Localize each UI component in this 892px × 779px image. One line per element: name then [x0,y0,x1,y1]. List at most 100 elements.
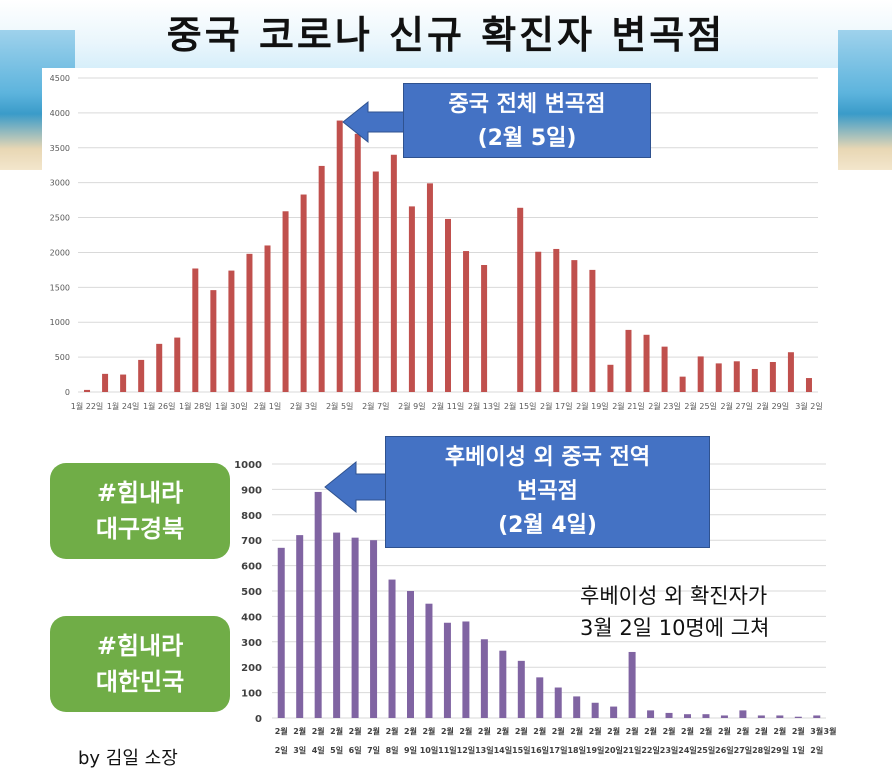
bar [733,361,740,392]
bar [769,361,776,392]
x-tick-label-month: 2월 [699,726,712,736]
note-line1: 후베이성 외 확진자가 [580,584,768,608]
x-tick-label-month: 2월 [644,726,657,736]
note-line2: 3월 2일 10명에 그쳐 [580,616,770,640]
x-tick-label-month: 2월 [386,726,399,736]
y-tick-label: 2500 [50,214,70,223]
x-tick-label-day: 1일 [792,745,805,755]
bar [697,356,704,392]
x-tick-label: 2월 29일 [757,401,790,411]
callout-china-inflection: 중국 전체 변곡점 (2월 5일) [403,83,651,158]
y-tick-label: 3000 [50,179,70,188]
bar [138,359,145,392]
x-tick-label-month: 2월 [570,726,583,736]
badge-daegu-line2: 대구경북 [95,515,185,543]
x-tick-label-month: 2월 [681,726,694,736]
callout-arrow-china [342,100,405,144]
x-tick-label-day: 5일 [330,745,343,755]
x-tick-label-month: 2월 [515,726,528,736]
y-tick-label: 0 [255,714,262,725]
x-tick-label: 2월 9일 [398,401,425,411]
bar [336,120,343,392]
x-tick-label-day: 7일 [367,745,380,755]
x-tick-label-month: 2월 [792,726,805,736]
y-tick-label: 0 [65,388,70,397]
x-tick-label-day: 23일 [660,745,679,755]
x-tick-label: 2월 25일 [684,401,717,411]
bar [573,696,581,718]
x-tick-label-month: 2월 [736,726,749,736]
bar [553,248,560,392]
author-byline: by 김일 소장 [78,748,178,769]
bar [210,290,217,392]
bar [787,352,794,392]
bar [480,639,488,718]
x-tick-label-day: 22일 [641,745,660,755]
bar [647,710,655,718]
x-tick-label-day: 29일 [771,745,790,755]
x-tick-label-month: 2월 [589,726,602,736]
bar [720,715,728,718]
x-tick-label-month: 2월 [330,726,343,736]
bar [536,677,544,718]
x-tick-label-day: 26일 [715,745,734,755]
x-tick-label: 2월 21일 [612,401,645,411]
bar [102,373,109,392]
callout-hubei-line3: (2월 4일) [498,513,597,538]
x-tick-label-month: 2월 [367,726,380,736]
bar [351,537,359,718]
y-tick-label: 700 [241,536,262,547]
callout-hubei-line2: 변곡점 [517,479,578,504]
bar [388,579,396,718]
bar [372,171,379,392]
x-tick-label: 2월 3일 [290,401,317,411]
x-tick-label-month: 2월 [533,726,546,736]
bar [277,547,285,718]
x-tick-label: 2월 5일 [326,401,353,411]
x-tick-label-day: 11일 [438,745,457,755]
x-tick-label-month: 2월 [275,726,288,736]
x-tick-label-day: 18일 [567,745,586,755]
y-tick-label: 500 [241,587,262,598]
bar [300,194,307,392]
bar [591,702,599,718]
y-tick-label: 900 [241,485,262,496]
x-tick-label-day: 25일 [697,745,716,755]
bar [370,540,378,718]
x-tick-label-day: 4일 [312,745,325,755]
x-tick-label-day: 13일 [475,745,494,755]
x-tick-label-month: 2월 [755,726,768,736]
bar [426,183,433,392]
bar [499,650,507,718]
y-tick-label: 1000 [50,318,70,327]
bar [120,374,127,392]
y-tick-label: 1000 [234,460,262,471]
bar [445,218,451,392]
x-tick-label: 2월 1일 [254,401,281,411]
bar [739,710,747,718]
x-tick-label-month: 3월 [810,726,823,736]
bar [554,687,562,718]
bar [296,535,304,718]
bar [192,268,199,392]
x-tick-label-day: 19일 [586,745,605,755]
x-tick-label-day: 2일 [810,745,823,755]
y-tick-label: 1500 [50,283,70,292]
bar [246,253,253,392]
x-tick-label-month: 2월 [552,726,565,736]
bar [625,329,632,392]
x-tick-label: 2월 11일 [432,401,465,411]
bar [757,715,765,718]
x-tick-label-month: 3월 [824,726,837,736]
bar [684,714,691,718]
x-tick-label: 2월 19일 [576,401,609,411]
x-tick-label-day: 14일 [494,745,513,755]
callout-arrow-hubei [324,460,387,514]
bar [282,211,289,392]
callout-hubei-inflection: 후베이성 외 중국 전역 변곡점 (2월 4일) [385,436,710,548]
x-tick-label: 3월 2일 [795,401,822,411]
bar [443,622,451,718]
badge-daegu-line1: #힘내라 [96,479,184,507]
x-tick-label-day: 8일 [386,745,399,755]
